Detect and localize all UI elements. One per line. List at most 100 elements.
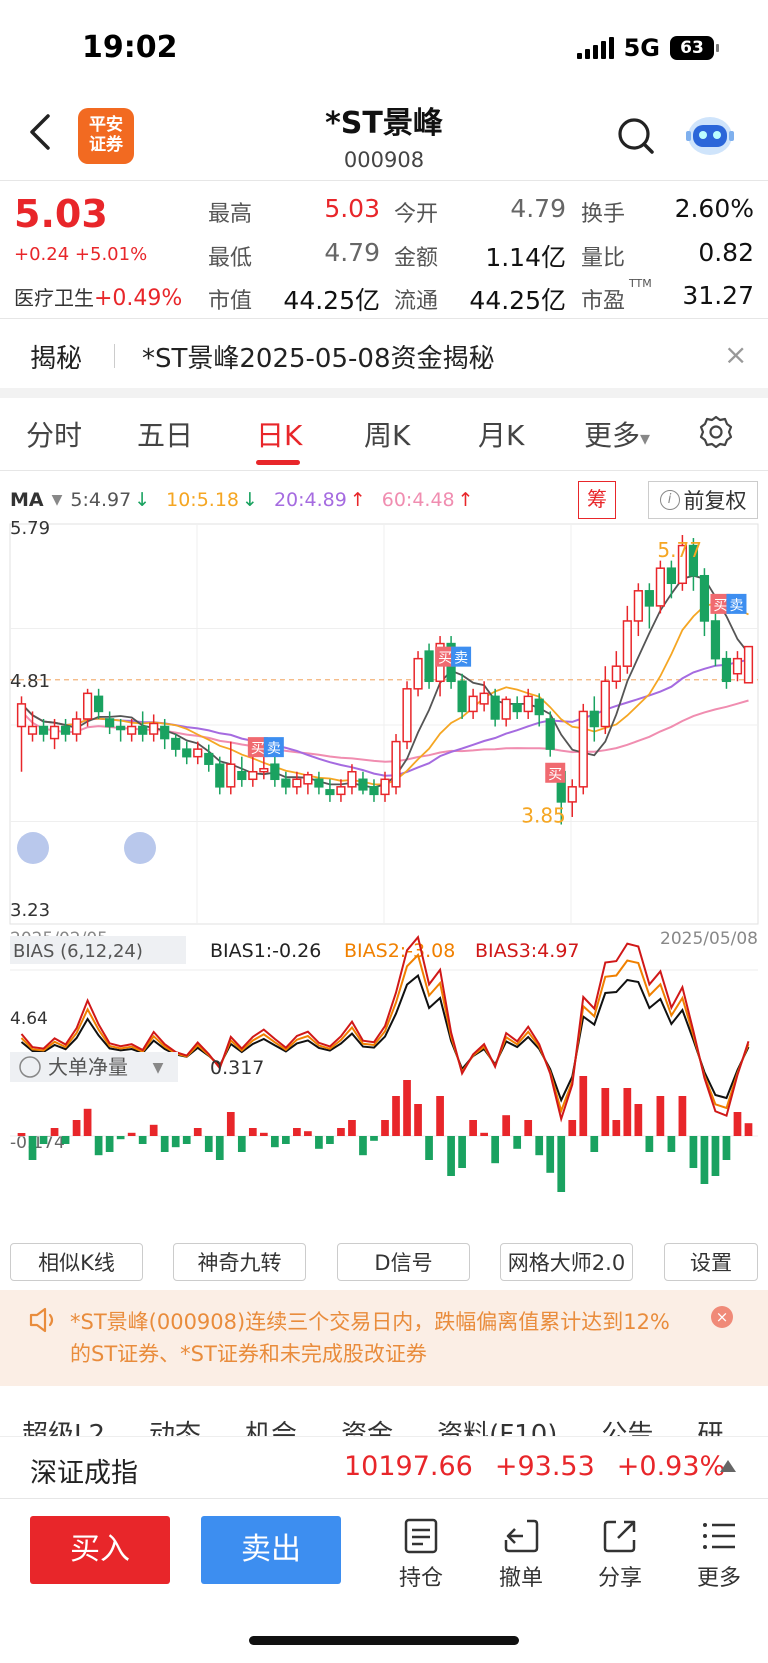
candle[interactable] <box>611 665 621 683</box>
candle[interactable] <box>237 770 247 781</box>
candle[interactable] <box>248 770 258 781</box>
candle[interactable] <box>721 657 732 683</box>
tool-button-1[interactable]: 神奇九转 <box>173 1243 306 1281</box>
candle[interactable] <box>600 680 610 728</box>
tab-3[interactable]: 周K <box>364 414 410 454</box>
tool-button-3[interactable]: 网格大师2.0 <box>500 1243 633 1281</box>
buy-marker[interactable] <box>710 593 731 614</box>
zoom-out-icon[interactable] <box>124 832 156 864</box>
candle[interactable] <box>171 737 181 750</box>
candle[interactable] <box>523 695 533 713</box>
candle[interactable] <box>545 718 555 750</box>
candle[interactable] <box>578 710 588 788</box>
sell-button[interactable]: 卖出 <box>201 1516 341 1584</box>
buy-marker[interactable] <box>545 762 566 783</box>
adjust-button[interactable]: i 前复权 <box>648 481 758 519</box>
candle[interactable] <box>633 590 643 622</box>
tab-4[interactable]: 月K <box>478 414 524 454</box>
candle[interactable] <box>127 725 137 735</box>
candle[interactable] <box>534 698 544 716</box>
candle[interactable] <box>270 763 280 781</box>
candle[interactable] <box>215 763 225 788</box>
candle[interactable] <box>666 567 676 585</box>
tab-0[interactable]: 分时 <box>26 414 82 454</box>
back-arrow-icon[interactable] <box>26 112 54 152</box>
candle[interactable] <box>358 778 368 791</box>
index-bar[interactable] <box>0 1436 768 1498</box>
more-button[interactable]: 更多 <box>684 1516 754 1592</box>
candle[interactable] <box>204 752 214 765</box>
candle[interactable] <box>259 767 269 773</box>
candle[interactable] <box>479 692 489 705</box>
tab-2[interactable]: 日K <box>256 414 302 454</box>
candle[interactable] <box>501 698 511 720</box>
buy-marker[interactable] <box>247 737 268 758</box>
candle[interactable] <box>402 688 412 743</box>
tool-button-4[interactable]: 设置 <box>664 1243 758 1281</box>
candle[interactable] <box>699 574 710 622</box>
bias-title-bg[interactable] <box>10 936 186 964</box>
chips-button[interactable]: 筹 <box>578 481 616 519</box>
search-icon[interactable] <box>616 116 656 156</box>
cancel-order-button[interactable]: 撤单 <box>486 1516 556 1592</box>
candle[interactable] <box>457 680 467 713</box>
candle[interactable] <box>743 645 754 684</box>
candle[interactable] <box>468 695 478 713</box>
candle[interactable] <box>16 703 27 728</box>
sell-marker[interactable] <box>451 646 472 667</box>
tab-5[interactable]: 更多▾ <box>584 414 650 454</box>
candle[interactable] <box>105 718 115 728</box>
candle[interactable] <box>688 544 699 577</box>
candle[interactable] <box>193 748 203 758</box>
flow-title-bg[interactable] <box>10 1052 178 1082</box>
ma-legend[interactable]: MA ▼ 5:4.97 ↓ 10:5.18 ↓ 20:4.89 ↑ 60:4.48 ↑ <box>10 489 474 511</box>
tab-1[interactable]: 五日 <box>137 414 193 454</box>
candle[interactable] <box>226 763 236 788</box>
tool-button-0[interactable]: 相似K线 <box>10 1243 143 1281</box>
close-icon[interactable]: × <box>724 338 748 371</box>
close-icon[interactable]: × <box>711 1306 733 1328</box>
candle[interactable] <box>391 740 401 788</box>
candle[interactable] <box>27 725 38 735</box>
zoom-in-icon[interactable] <box>17 832 49 864</box>
gear-icon[interactable] <box>698 414 734 450</box>
candle[interactable] <box>347 770 357 788</box>
candle[interactable] <box>314 778 324 788</box>
notice-text[interactable]: *ST景峰(000908)连续三个交易日内，跌幅偏离值累计达到12%的ST证券、… <box>70 1310 670 1366</box>
candle[interactable] <box>424 650 434 683</box>
candle[interactable] <box>82 692 93 720</box>
expand-up-icon[interactable] <box>720 1460 736 1472</box>
candle[interactable] <box>325 789 335 796</box>
candle[interactable] <box>38 725 49 735</box>
share-button[interactable]: 分享 <box>585 1516 655 1592</box>
candle[interactable] <box>413 657 423 690</box>
candle[interactable] <box>303 774 313 785</box>
sell-marker[interactable] <box>263 737 284 758</box>
tool-button-2[interactable]: D信号 <box>337 1243 470 1281</box>
kline-chart[interactable]: 5.794.813.232025/02/052025/05/085.773.85… <box>0 520 768 1240</box>
candle[interactable] <box>182 748 192 758</box>
sell-marker[interactable] <box>726 593 747 614</box>
reveal-link[interactable]: *ST景峰2025-05-08资金揭秘 <box>142 344 495 374</box>
candle[interactable] <box>160 725 170 740</box>
candle[interactable] <box>677 544 688 585</box>
home-indicator[interactable] <box>249 1636 519 1645</box>
candle[interactable] <box>149 722 159 735</box>
candle[interactable] <box>589 710 599 728</box>
candle[interactable] <box>292 778 302 788</box>
candle[interactable] <box>281 778 291 788</box>
candle[interactable] <box>71 718 82 735</box>
candle[interactable] <box>655 567 665 607</box>
candle[interactable] <box>512 703 522 713</box>
candle[interactable] <box>94 695 104 713</box>
holdings-button[interactable]: 持仓 <box>386 1516 456 1592</box>
candle[interactable] <box>710 620 721 660</box>
candle[interactable] <box>490 695 500 720</box>
ai-assistant-robot-icon[interactable] <box>684 112 736 158</box>
candle[interactable] <box>336 786 346 796</box>
sector-info[interactable]: 医疗卫生+0.49% <box>14 282 182 311</box>
candle[interactable] <box>567 786 577 803</box>
candle[interactable] <box>138 725 148 735</box>
buy-marker[interactable] <box>435 646 456 667</box>
candle[interactable] <box>644 590 654 607</box>
